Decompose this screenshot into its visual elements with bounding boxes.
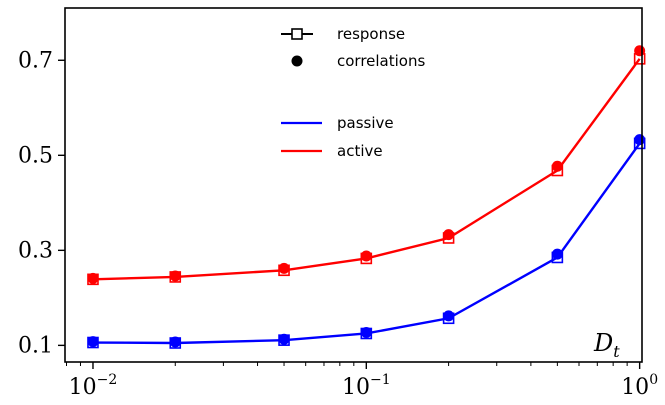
point-active-correlations-1 (169, 270, 181, 282)
y-tick-label-0.3: 0.3 (18, 238, 53, 263)
point-active-correlations-3 (360, 250, 372, 262)
point-active-response-4 (442, 232, 455, 244)
legend: response correlations passive active (281, 25, 425, 160)
legend-entry-active: active (281, 142, 383, 160)
legend-label-active: active (337, 142, 383, 160)
point-passive-response-4 (442, 312, 455, 325)
point-active-response-6 (633, 53, 646, 65)
tick-layer: 0.1 0.3 0.5 0.7 10−2 10−1 100 (18, 48, 658, 400)
legend-label-correlations: correlations (337, 52, 425, 70)
y-tick-label-0.7: 0.7 (18, 48, 53, 73)
point-active-response-3 (360, 252, 373, 265)
point-passive-response-2 (278, 334, 290, 346)
legend-entry-correlations: correlations (291, 52, 425, 70)
point-passive-response-3 (360, 327, 373, 340)
point-passive-correlations-6 (634, 134, 646, 146)
point-passive-correlations-0 (87, 336, 99, 348)
legend-response-square-icon (291, 28, 303, 40)
point-active-correlations-4 (443, 229, 455, 241)
legend-correlations-circle-icon (291, 55, 303, 67)
x-tick-label-2: 100 (621, 372, 658, 400)
point-passive-response-1 (169, 337, 182, 349)
legend-entry-response: response (281, 25, 405, 43)
plot-layer (87, 45, 646, 349)
point-active-response-5 (551, 164, 564, 177)
x-tick-label-1: 10−1 (342, 372, 391, 400)
point-passive-response-0 (87, 336, 99, 349)
y-tick-label-0.5: 0.5 (18, 143, 53, 168)
point-active-response-0 (87, 273, 99, 286)
legend-entry-passive: passive (281, 114, 394, 132)
point-active-correlations-0 (87, 272, 99, 284)
point-passive-correlations-4 (443, 310, 455, 322)
point-passive-response-5 (551, 251, 564, 264)
point-passive-correlations-1 (169, 336, 181, 348)
point-active-response-2 (278, 264, 290, 277)
legend-label-response: response (337, 25, 405, 43)
x-tick-label-0: 10−2 (69, 372, 118, 400)
point-active-response-1 (169, 271, 182, 283)
series-line-passive (92, 142, 641, 345)
y-tick-label-0.1: 0.1 (18, 333, 53, 358)
point-passive-response-6 (633, 137, 646, 150)
legend-label-passive: passive (337, 114, 394, 132)
point-passive-correlations-3 (360, 327, 372, 339)
point-passive-correlations-2 (278, 333, 290, 345)
point-passive-correlations-5 (551, 248, 563, 260)
x-axis-label: Dt (593, 329, 620, 361)
